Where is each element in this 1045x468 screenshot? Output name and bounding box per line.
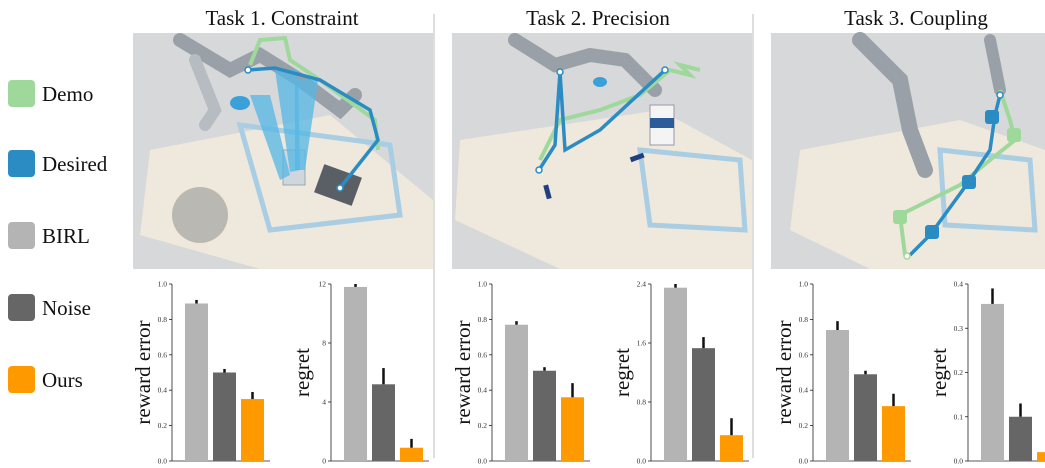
y-tick-label: 2.4 — [637, 280, 647, 289]
y-axis-label: reward error — [451, 320, 475, 424]
y-tick-label: 0.0 — [637, 457, 647, 466]
y-tick-label: 12 — [319, 280, 327, 289]
bar-noise — [213, 372, 236, 461]
chart-6: 0.0 0.1 0.2 0.3 0.4 regret — [927, 280, 1045, 466]
y-tick-label: 0.4 — [158, 386, 168, 395]
legend-item-desired: Desired — [8, 150, 108, 177]
y-tick-label: 0.6 — [158, 350, 168, 359]
y-tick-label: 0.3 — [954, 324, 964, 333]
bar-ours — [561, 397, 584, 461]
bar-ours — [1037, 452, 1045, 461]
chart-5: 0.0 0.2 0.4 0.6 0.8 1.0 reward error — [772, 280, 911, 466]
y-tick-label: 0.6 — [478, 350, 488, 359]
bar-noise — [692, 348, 715, 461]
y-tick-label: 0.2 — [158, 421, 168, 430]
legend-label-demo: Demo — [42, 82, 93, 106]
y-tick-label: 0.0 — [478, 457, 488, 466]
task-3-title: Task 3. Coupling — [844, 6, 988, 30]
y-tick-label: 0.2 — [954, 368, 964, 377]
chart-4: 0.0 0.8 1.6 2.4 regret — [610, 280, 749, 466]
chart-1: 0.0 0.2 0.4 0.6 0.8 1.0 reward error — [131, 280, 270, 466]
chart-2: 0 4 8 12 regret — [290, 280, 429, 466]
bar-birl — [344, 286, 367, 461]
y-tick-label: 0.4 — [478, 386, 488, 395]
legend-item-demo: Demo — [8, 80, 93, 107]
y-tick-label: 0.8 — [637, 398, 647, 407]
bar-ours — [241, 399, 264, 461]
y-tick-label: 1.0 — [799, 280, 809, 289]
y-tick-label: 1.6 — [637, 339, 647, 348]
bar-ours — [720, 435, 743, 461]
legend-swatch-demo — [8, 80, 35, 107]
y-tick-label: 0.4 — [799, 386, 809, 395]
y-tick-label: 0.8 — [799, 315, 809, 324]
y-tick-label: 0.0 — [954, 457, 964, 466]
y-axis-label: reward error — [772, 320, 796, 424]
y-tick-label: 0.1 — [954, 412, 964, 421]
bar-noise — [1009, 416, 1032, 461]
bar-birl — [505, 324, 528, 461]
legend-swatch-ours — [8, 366, 35, 393]
task-1-title: Task 1. Constraint — [205, 6, 358, 30]
legend-item-noise: Noise — [8, 294, 91, 321]
bar-ours — [882, 406, 905, 461]
y-tick-label: 1.0 — [158, 280, 168, 289]
y-tick-label: 0.2 — [799, 421, 809, 430]
y-tick-label: 0.2 — [478, 421, 488, 430]
y-tick-label: 4 — [322, 398, 326, 407]
y-tick-label: 0.8 — [478, 315, 488, 324]
bar-birl — [826, 330, 849, 461]
legend-swatch-desired — [8, 150, 35, 177]
task-1-photo — [133, 33, 433, 269]
bar-birl — [981, 303, 1004, 461]
y-tick-label: 0.8 — [158, 315, 168, 324]
task-3-photo — [771, 32, 1045, 269]
bar-birl — [664, 287, 687, 461]
task-2-title: Task 2. Precision — [526, 6, 670, 30]
y-tick-label: 8 — [322, 339, 326, 348]
y-tick-label: 0 — [322, 457, 326, 466]
y-tick-label: 1.0 — [478, 280, 488, 289]
legend-label-ours: Ours — [42, 368, 83, 392]
legend-item-birl: BIRL — [8, 222, 90, 249]
task-2-photo — [452, 33, 752, 269]
legend-item-ours: Ours — [8, 366, 83, 393]
bar-charts: 0.0 0.2 0.4 0.6 0.8 1.0 reward error 0 4 8 12 regre… — [131, 280, 1045, 466]
legend-label-noise: Noise — [42, 296, 91, 320]
y-tick-label: 0.0 — [158, 457, 168, 466]
legend-swatch-birl — [8, 222, 35, 249]
y-axis-label: reward error — [131, 320, 155, 424]
bar-noise — [372, 384, 395, 461]
y-axis-label: regret — [610, 348, 634, 397]
bar-birl — [185, 303, 208, 461]
legend-label-birl: BIRL — [42, 224, 90, 248]
bar-ours — [400, 447, 423, 461]
y-axis-label: regret — [290, 348, 314, 397]
y-axis-label: regret — [927, 348, 951, 397]
y-tick-label: 0.4 — [954, 280, 964, 289]
bar-noise — [533, 370, 556, 461]
legend-swatch-noise — [8, 294, 35, 321]
legend: Demo Desired BIRL Noise Ours — [8, 80, 108, 393]
chart-3: 0.0 0.2 0.4 0.6 0.8 1.0 reward error — [451, 280, 590, 466]
y-tick-label: 0.6 — [799, 350, 809, 359]
legend-label-desired: Desired — [42, 152, 108, 176]
bar-noise — [854, 374, 877, 461]
y-tick-label: 0.0 — [799, 457, 809, 466]
